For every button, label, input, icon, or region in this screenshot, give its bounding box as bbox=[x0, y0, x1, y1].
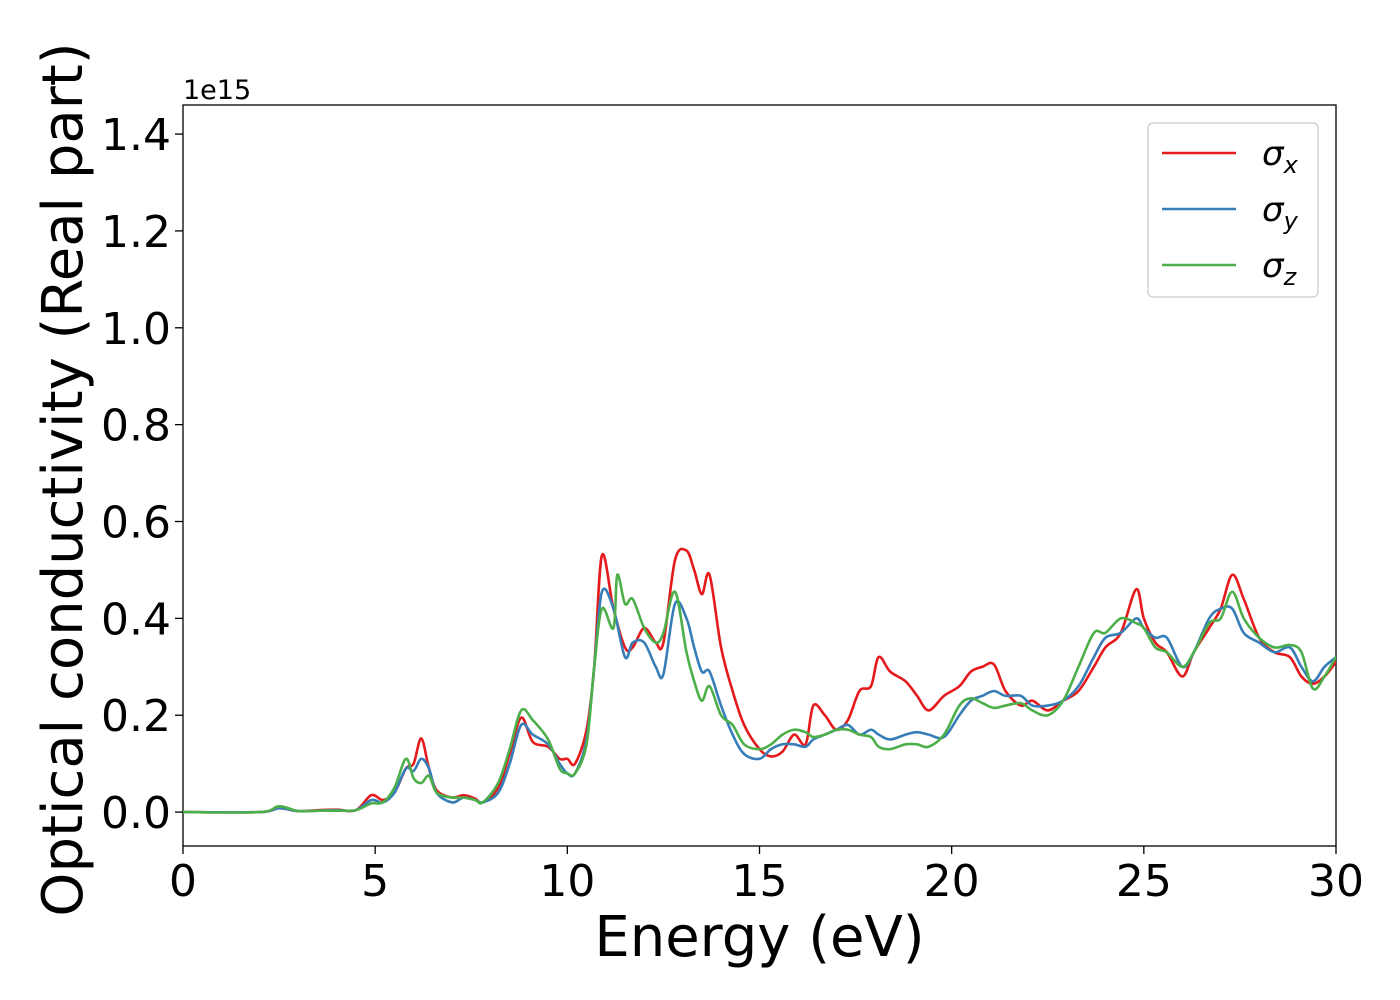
x-axis-ticks: 0 5 10 15 20 25 30 bbox=[169, 846, 1364, 907]
legend-subscript: z bbox=[1283, 263, 1298, 291]
legend-subscript: y bbox=[1283, 207, 1299, 235]
x-axis-title: Energy (eV) bbox=[594, 905, 924, 970]
y-tick-label: 1.2 bbox=[101, 207, 171, 258]
x-tick-label: 20 bbox=[924, 856, 980, 907]
y-tick-label: 0.0 bbox=[101, 788, 171, 839]
y-tick-label: 1.4 bbox=[101, 110, 171, 161]
x-tick-label: 5 bbox=[361, 856, 389, 907]
series-layer bbox=[183, 547, 1336, 814]
x-tick-label: 15 bbox=[732, 856, 788, 907]
plot-area bbox=[182, 104, 1337, 847]
y-axis-offset-label: 1e15 bbox=[183, 75, 251, 106]
y-tick-label: 0.4 bbox=[101, 594, 171, 645]
legend-label-z: σz bbox=[1262, 246, 1298, 291]
y-axis-ticks: 0.0 0.2 0.4 0.6 0.8 1.0 1.2 1.4 bbox=[101, 110, 183, 839]
legend-subscript: x bbox=[1283, 151, 1299, 179]
y-tick-label: 0.2 bbox=[101, 691, 171, 742]
y-tick-label: 0.6 bbox=[101, 498, 171, 549]
x-tick-label: 0 bbox=[169, 856, 197, 907]
y-tick-label: 1.0 bbox=[101, 304, 171, 355]
series-line-z bbox=[183, 573, 1336, 814]
axes-frame bbox=[182, 104, 1337, 847]
x-tick-label: 25 bbox=[1116, 856, 1172, 907]
y-tick-label: 0.8 bbox=[101, 401, 171, 452]
x-tick-label: 10 bbox=[539, 856, 595, 907]
y-axis-title: Optical conductivity (Real part) bbox=[31, 42, 96, 916]
x-tick-label: 30 bbox=[1308, 856, 1364, 907]
